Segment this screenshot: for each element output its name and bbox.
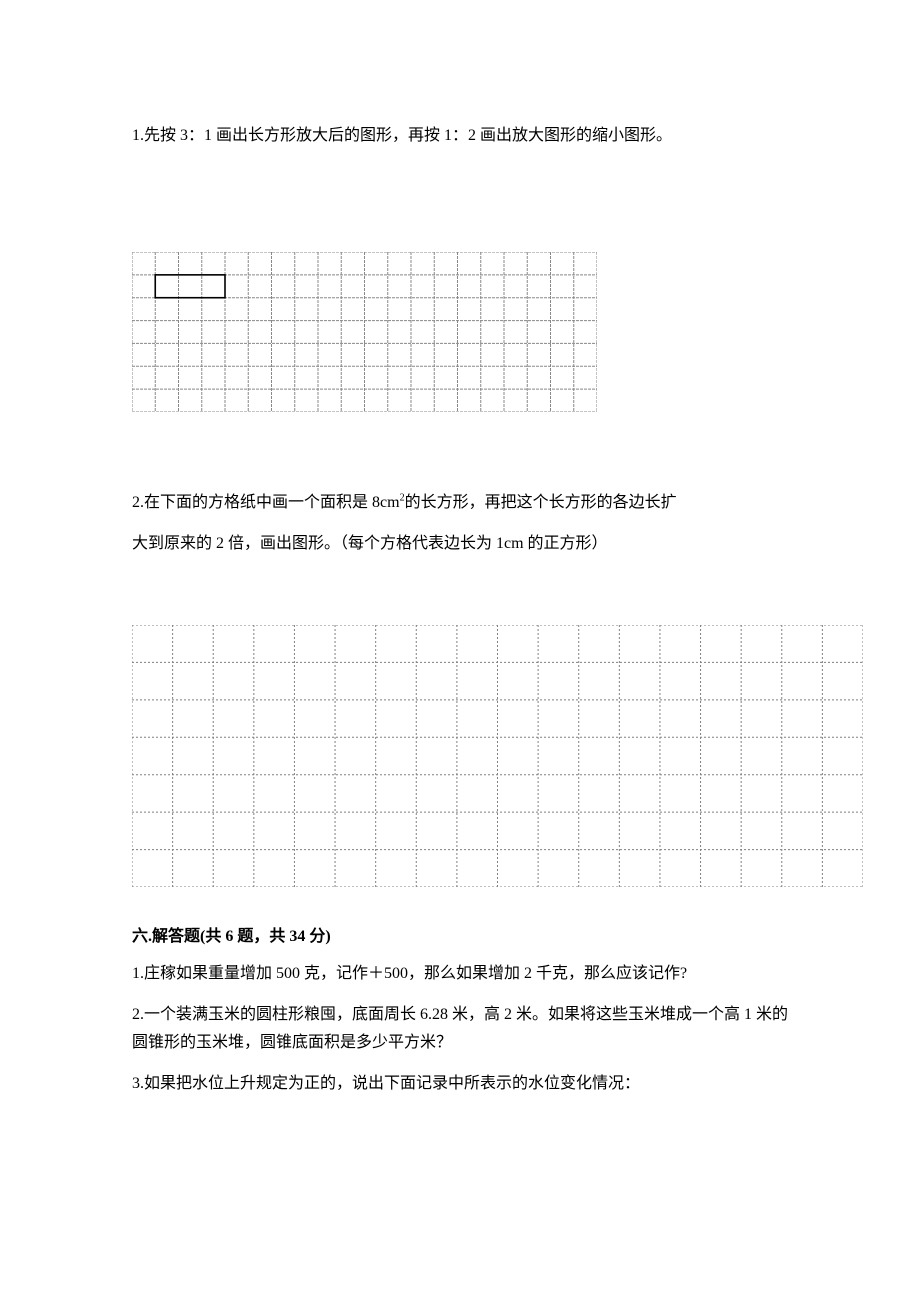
section-6-q2: 2.一个装满玉米的圆柱形粮囤，底面周长 6.28 米，高 2 米。如果将这些玉米…	[132, 1001, 790, 1059]
question-2-grid	[132, 625, 790, 887]
question-1-text: 1.先按 3：1 画出长方形放大后的图形，再按 1：2 画出放大图形的缩小图形。	[132, 115, 790, 157]
question-1-grid	[132, 252, 790, 412]
section-6-heading: 六.解答题(共 6 题，共 34 分)	[132, 922, 790, 946]
grid-2-svg	[132, 625, 863, 887]
grid-1-svg	[132, 252, 597, 412]
question-2-line2: 大到原来的 2 倍，画出图形。（每个方格代表边长为 1cm 的正方形）	[132, 523, 790, 565]
question-2-line1-a: 2.在下面的方格纸中画一个面积是 8cm	[132, 494, 400, 511]
question-2-text: 2.在下面的方格纸中画一个面积是 8cm2的长方形，再把这个长方形的各边长扩	[132, 482, 790, 524]
section-6-q3: 3.如果把水位上升规定为正的，说出下面记录中所表示的水位变化情况：	[132, 1070, 790, 1099]
exam-page: 1.先按 3：1 画出长方形放大后的图形，再按 1：2 画出放大图形的缩小图形。…	[0, 0, 920, 1302]
section-6-q1: 1.庄稼如果重量增加 500 克，记作＋500，那么如果增加 2 千克，那么应该…	[132, 960, 790, 989]
question-2-line1-b: 的长方形，再把这个长方形的各边长扩	[405, 494, 677, 511]
